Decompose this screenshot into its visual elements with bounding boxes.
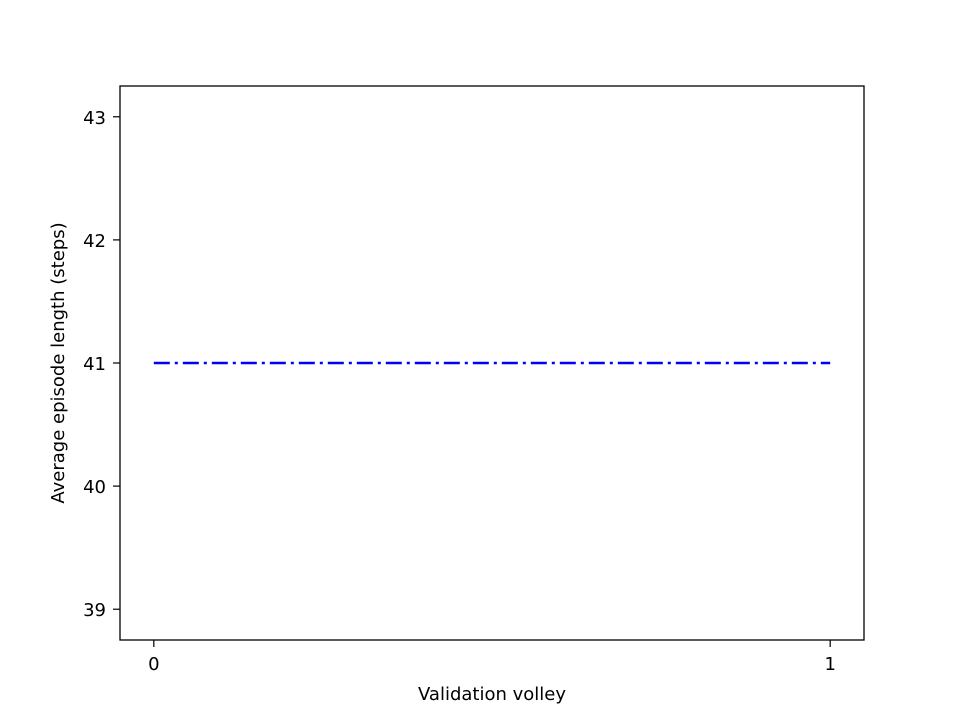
y-tick-label: 41	[83, 354, 106, 375]
y-tick-label: 42	[83, 231, 106, 252]
y-tick-label: 39	[83, 600, 106, 621]
x-tick-label: 1	[824, 654, 835, 675]
y-tick-label: 43	[83, 108, 106, 129]
y-axis-label: Average episode length (steps)	[48, 222, 69, 503]
x-tick-label: 0	[148, 654, 159, 675]
y-axis-ticks: 39 40 41 42 43	[83, 108, 120, 621]
y-tick-label: 40	[83, 477, 106, 498]
x-axis-label: Validation volley	[418, 684, 566, 705]
